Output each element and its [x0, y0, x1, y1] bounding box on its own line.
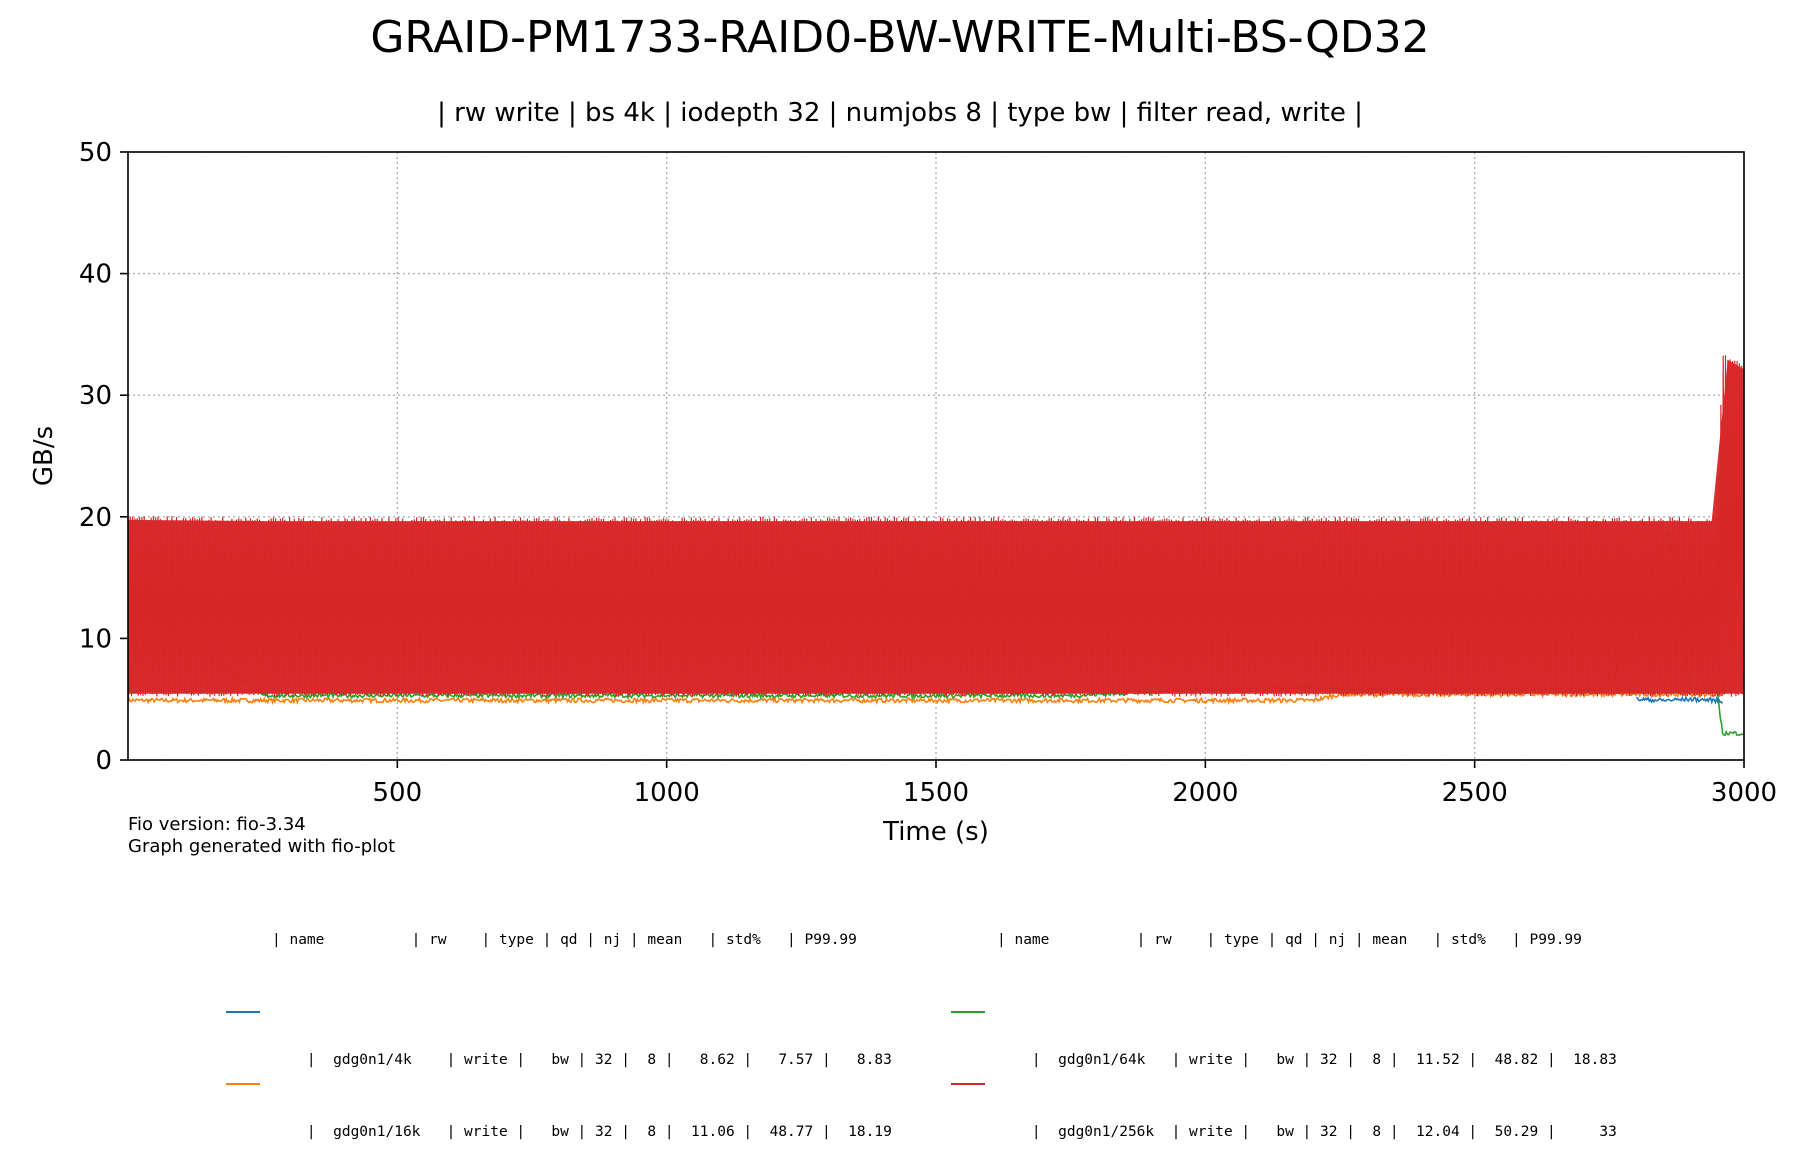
legend-header: | name | rw | type | qd | nj | mean | st…	[997, 928, 1617, 952]
x-tick-label: 3000	[1711, 778, 1777, 808]
legend-row-256k: | gdg0n1/256k | write | bw | 32 | 8 | 12…	[997, 1072, 1617, 1096]
legend-swatch-256k	[951, 1083, 985, 1085]
fio-version-text: Fio version: fio-3.34	[128, 814, 395, 836]
legend-row-text: | gdg0n1/64k | write | bw | 32 | 8 | 11.…	[1032, 1052, 1617, 1068]
legend-swatch-64k	[951, 1011, 985, 1013]
x-tick-label: 1500	[903, 778, 969, 808]
legend-row-text: | gdg0n1/4k | write | bw | 32 | 8 | 8.62…	[307, 1052, 892, 1068]
legend-table-right: | name | rw | type | qd | nj | mean | st…	[997, 880, 1617, 1120]
series-gdg0n1-256k	[128, 355, 1744, 697]
y-tick-label: 40	[79, 260, 112, 290]
x-tick-label: 2500	[1442, 778, 1508, 808]
series-line	[1636, 697, 1722, 703]
legend-row-4k: | gdg0n1/4k | write | bw | 32 | 8 | 8.62…	[272, 1000, 892, 1024]
generator-text: Graph generated with fio-plot	[128, 836, 395, 858]
series-band	[128, 360, 1744, 694]
legend-header: | name | rw | type | qd | nj | mean | st…	[272, 928, 892, 952]
y-tick-label: 10	[79, 624, 112, 654]
series-gdg0n1-4k	[1636, 697, 1722, 703]
y-tick-label: 30	[79, 381, 112, 411]
legend-swatch-4k	[226, 1011, 260, 1013]
legend-row-64k: | gdg0n1/64k | write | bw | 32 | 8 | 11.…	[997, 1000, 1617, 1024]
y-tick-label: 20	[79, 503, 112, 533]
y-axis-label: GB/s	[29, 426, 59, 486]
x-axis-label: Time (s)	[882, 817, 989, 847]
y-tick-label: 50	[79, 138, 112, 168]
x-tick-label: 500	[373, 778, 423, 808]
footer-note: Fio version: fio-3.34 Graph generated wi…	[128, 814, 395, 858]
legend-table-left: | name | rw | type | qd | nj | mean | st…	[272, 880, 892, 1120]
x-tick-label: 2000	[1172, 778, 1238, 808]
legend-row-text: | gdg0n1/16k | write | bw | 32 | 8 | 11.…	[307, 1124, 892, 1140]
ticks: 500 1000 1500 2000 2500 3000 0 10 20 30 40 50	[79, 138, 1777, 808]
x-tick-label: 1000	[634, 778, 700, 808]
y-tick-label: 0	[95, 746, 112, 776]
legend-row-text: | gdg0n1/256k | write | bw | 32 | 8 | 12…	[1032, 1124, 1617, 1140]
legend-row-16k: | gdg0n1/16k | write | bw | 32 | 8 | 11.…	[272, 1072, 892, 1096]
legend-swatch-16k	[226, 1083, 260, 1085]
